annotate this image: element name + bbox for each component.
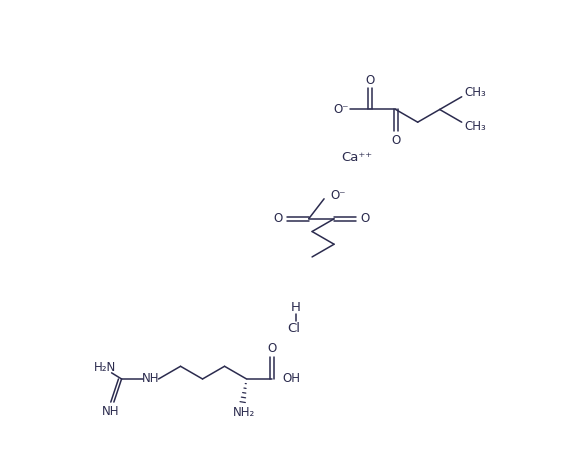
Text: CH₃: CH₃	[464, 87, 486, 99]
Text: O: O	[267, 342, 277, 355]
Text: H: H	[291, 301, 301, 314]
Text: OH: OH	[283, 373, 301, 386]
Text: O⁻: O⁻	[330, 189, 346, 202]
Text: CH₃: CH₃	[464, 119, 486, 132]
Text: O: O	[366, 74, 375, 87]
Text: Cl: Cl	[287, 322, 300, 336]
Text: NH: NH	[142, 373, 160, 386]
Text: O: O	[360, 212, 369, 225]
Text: O: O	[273, 212, 283, 225]
Text: O: O	[391, 134, 400, 147]
Text: Ca⁺⁺: Ca⁺⁺	[341, 151, 372, 164]
Text: NH: NH	[102, 405, 119, 418]
Text: H₂N: H₂N	[93, 361, 116, 374]
Text: NH₂: NH₂	[233, 406, 255, 418]
Text: O⁻: O⁻	[334, 103, 349, 116]
